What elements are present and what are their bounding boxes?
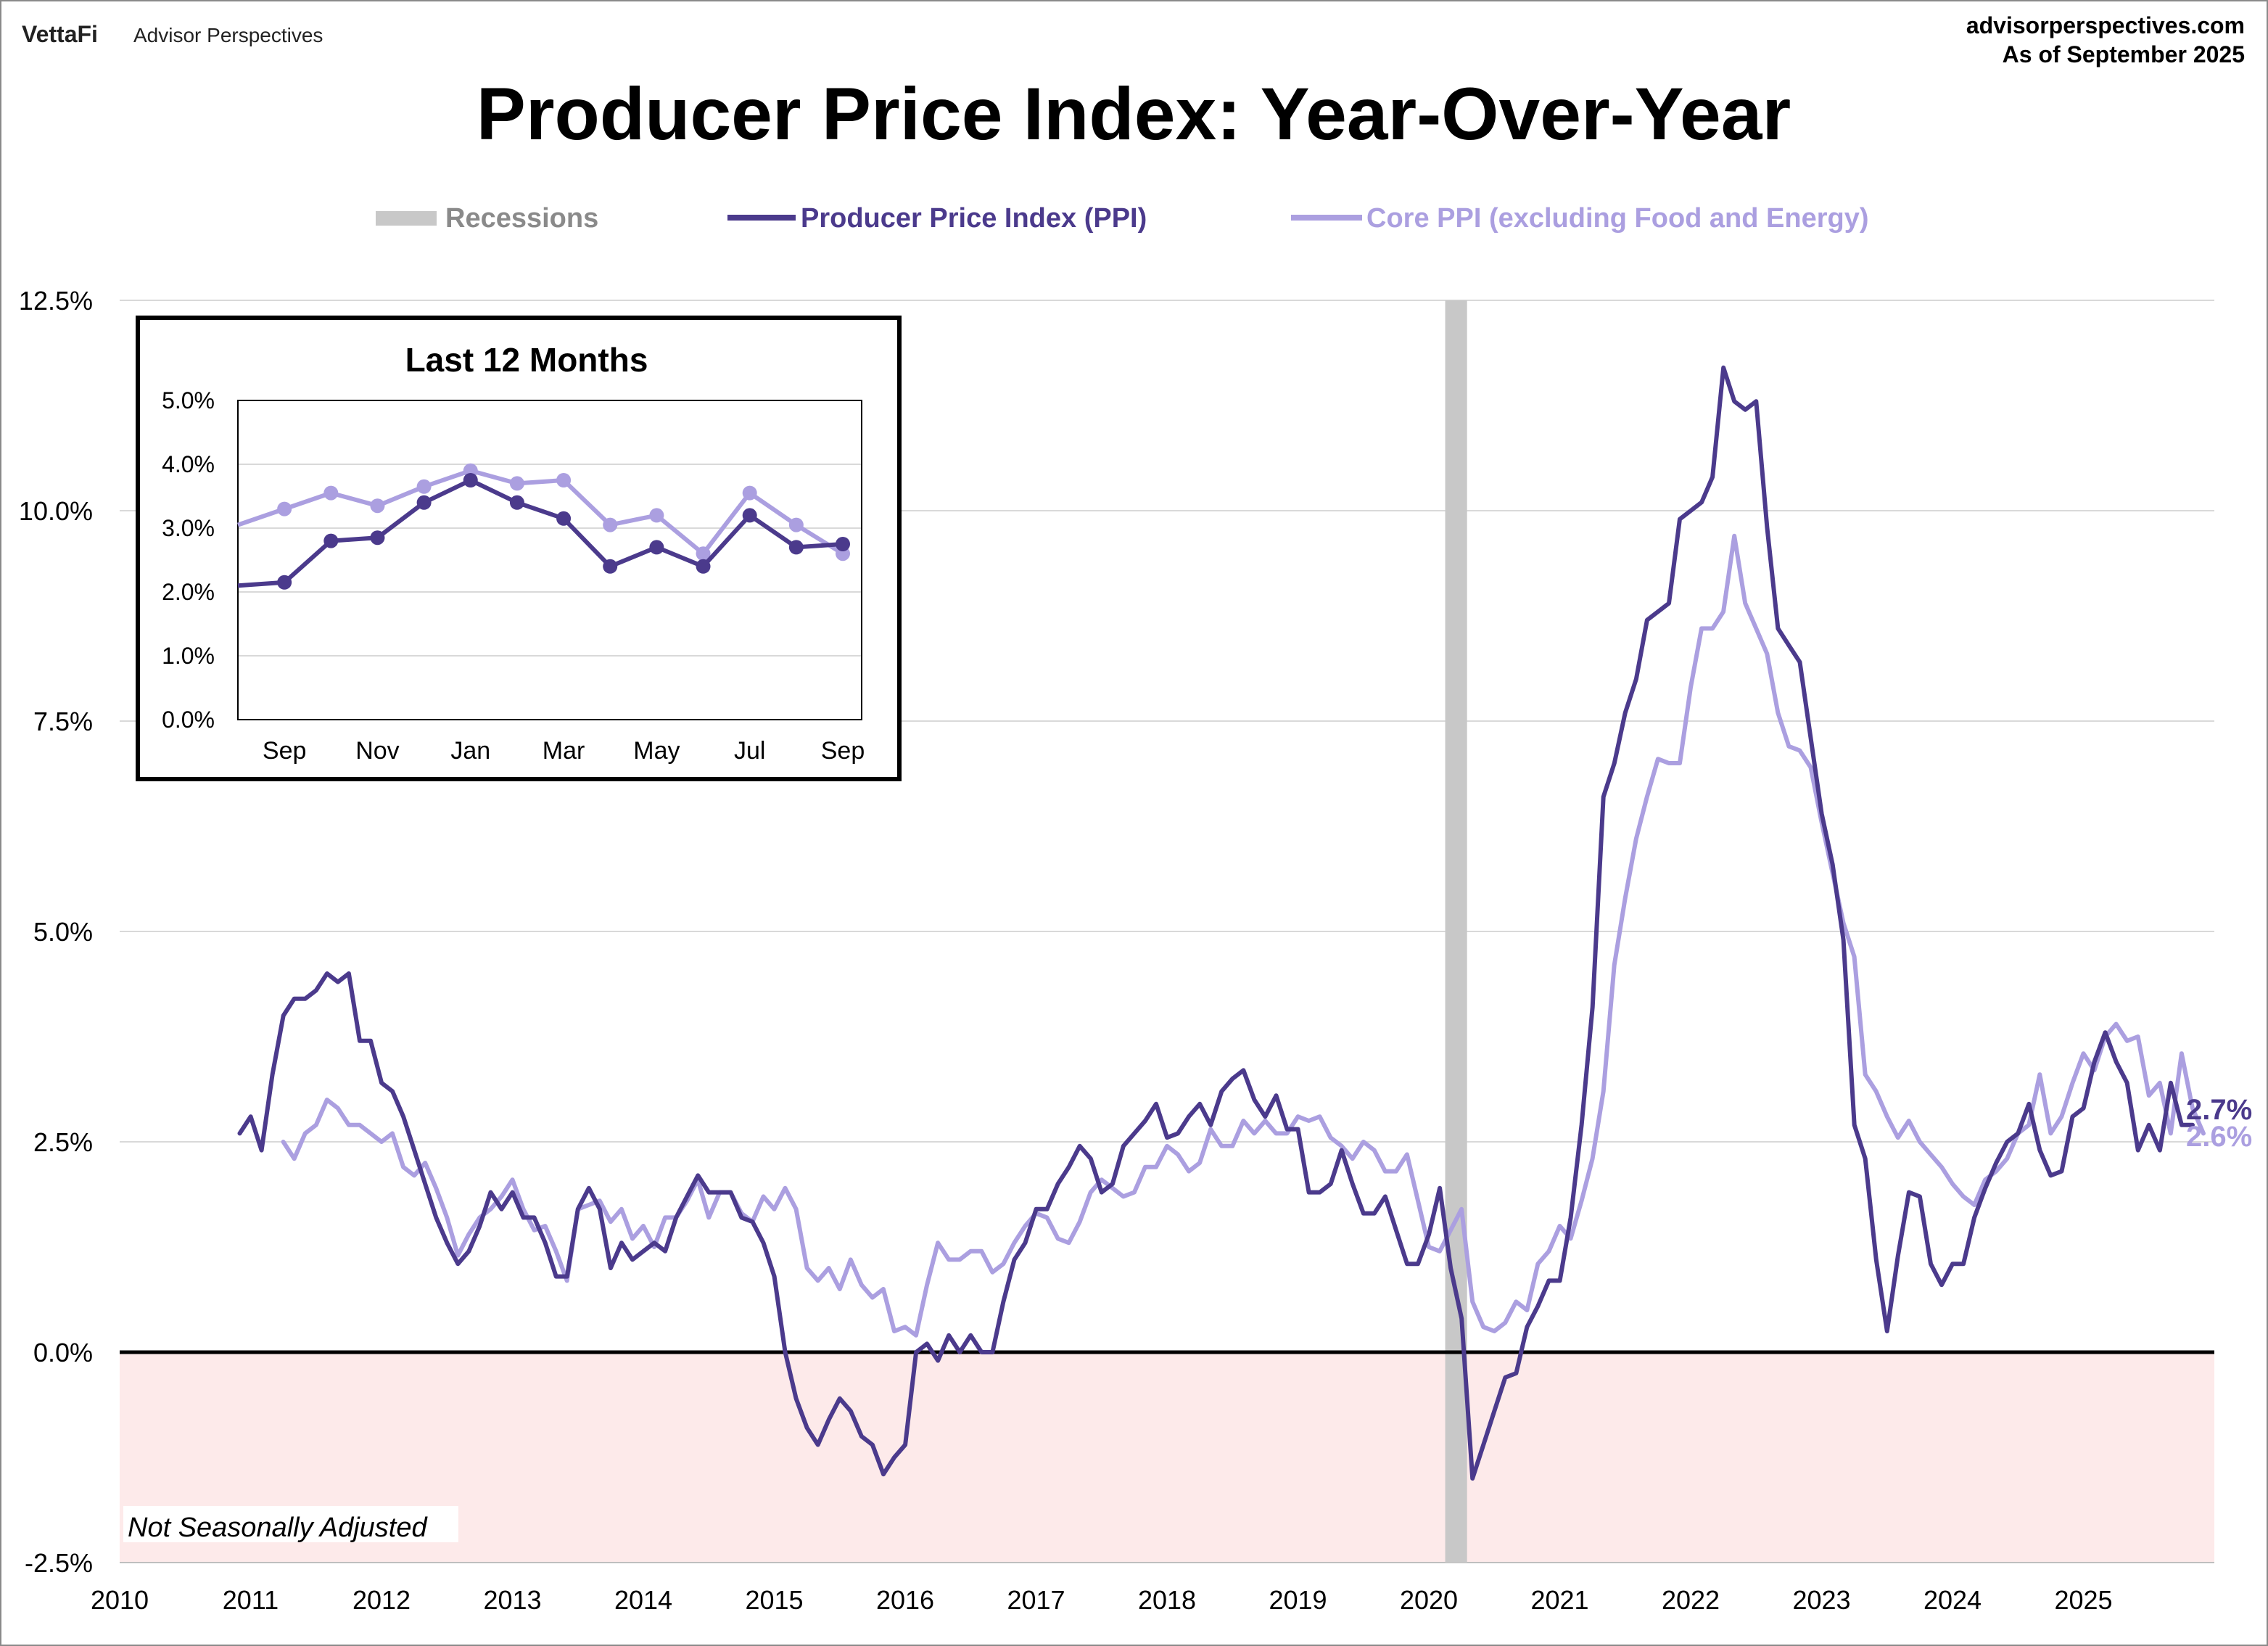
x-tick-label: 2017 (1007, 1585, 1065, 1615)
inset-y-tick-label: 4.0% (162, 451, 215, 477)
inset-point (509, 476, 524, 491)
inset-line-ppi (237, 478, 844, 588)
legend: Recessions Producer Price Index (PPI) Co… (376, 203, 1869, 234)
chart-title: Producer Price Index: Year-Over-Year (477, 73, 1791, 155)
inset-point (603, 517, 618, 532)
as-of-date: As of September 2025 (2003, 41, 2245, 67)
y-tick-label: 0.0% (33, 1338, 93, 1367)
series-line-ppi (237, 365, 2195, 1481)
y-tick-label: 7.5% (33, 707, 93, 736)
end-label-ppi: 2.7% (2186, 1094, 2252, 1126)
inset-point (696, 559, 711, 574)
inset-last-12-months: Last 12 Months 0.0%1.0%2.0%3.0%4.0%5.0% … (136, 316, 902, 781)
legend-label-recessions: Recessions (445, 203, 598, 234)
x-tick-label: 2021 (1530, 1585, 1588, 1615)
x-tick-label: 2023 (1792, 1585, 1850, 1615)
inset-point (649, 540, 664, 555)
inset-point (416, 479, 432, 494)
inset-point (277, 501, 292, 517)
y-tick-label: 10.0% (19, 496, 93, 526)
inset-x-tick-label: Sep (821, 737, 865, 765)
inset-x-tick-label: Sep (263, 737, 307, 765)
inset-point (603, 559, 618, 574)
inset-y-axis-labels: 0.0% 1.0% 2.0% 3.0% 4.0% 5.0% (162, 387, 215, 733)
x-tick-label: 2015 (745, 1585, 803, 1615)
inset-x-tick-label: May (633, 737, 680, 765)
inset-y-tick-label: 1.0% (162, 643, 215, 669)
x-tick-label: 2011 (223, 1585, 279, 1615)
brand-subtitle: Advisor Perspectives (133, 24, 323, 46)
legend-swatch-recessions (376, 211, 437, 226)
footnote-not-seasonally-adjusted: Not Seasonally Adjusted (128, 1513, 428, 1543)
y-axis-labels: -2.5% 0.0% 2.5% 5.0% 7.5% 10.0% 12.5% (19, 286, 93, 1578)
main-plot-area: -2.5% 0.0% 2.5% 5.0% 7.5% 10.0% 12.5% 2010 2011… (19, 286, 2252, 1615)
inset-point (323, 485, 339, 501)
inset-y-tick-label: 3.0% (162, 515, 215, 541)
inset-point (463, 473, 478, 487)
y-tick-label: -2.5% (25, 1548, 93, 1578)
inset-point (323, 533, 339, 548)
inset-x-tick-label: Jul (734, 737, 765, 765)
x-tick-label: 2014 (614, 1585, 672, 1615)
inset-point (742, 508, 757, 523)
x-tick-label: 2018 (1138, 1585, 1196, 1615)
end-label-core: 2.6% (2186, 1121, 2252, 1153)
inset-title: Last 12 Months (405, 341, 648, 379)
inset-gridlines (238, 464, 862, 657)
inset-point (836, 537, 850, 551)
brand-logo: VettaFi (22, 21, 98, 47)
inset-y-tick-label: 2.0% (162, 579, 215, 605)
inset-x-tick-label: Nov (355, 737, 399, 765)
y-tick-label: 12.5% (19, 286, 93, 316)
inset-plot-frame (237, 400, 862, 720)
inset-point (788, 517, 804, 532)
x-tick-label: 2013 (483, 1585, 541, 1615)
x-tick-label: 2010 (91, 1585, 149, 1615)
legend-label-core: Core PPI (excluding Food and Energy) (1366, 203, 1869, 234)
inset-point (416, 495, 432, 510)
inset-point (696, 546, 711, 561)
inset-point (509, 495, 524, 510)
series-line-core (281, 533, 2206, 1338)
y-tick-label: 2.5% (33, 1127, 93, 1157)
site-url: advisorperspectives.com (1966, 12, 2245, 38)
x-tick-label: 2016 (876, 1585, 934, 1615)
x-tick-label: 2019 (1269, 1585, 1327, 1615)
inset-y-tick-label: 0.0% (162, 707, 215, 733)
negative-zone (120, 1352, 2214, 1563)
x-axis-labels: 2010 2011 2012 2013 2014 2015 2016 2017 2018 2019… (91, 1585, 2113, 1615)
inset-box (136, 316, 902, 781)
series-lines (237, 365, 2206, 1481)
inset-x-tick-label: Jan (450, 737, 490, 765)
inset-x-tick-label: Mar (543, 737, 585, 765)
inset-point (788, 540, 804, 555)
x-tick-label: 2025 (2054, 1585, 2112, 1615)
inset-series-lines (237, 463, 850, 590)
inset-point (277, 575, 292, 590)
y-tick-label: 5.0% (33, 917, 93, 947)
x-tick-label: 2020 (1400, 1585, 1458, 1615)
inset-point (649, 508, 664, 523)
inset-point (742, 485, 757, 501)
inset-point (556, 473, 572, 487)
x-tick-label: 2012 (352, 1585, 411, 1615)
inset-y-tick-label: 5.0% (162, 387, 215, 413)
x-tick-label: 2022 (1662, 1585, 1720, 1615)
legend-label-ppi: Producer Price Index (PPI) (801, 203, 1147, 234)
inset-point (370, 498, 385, 514)
inset-point (370, 530, 385, 546)
footnote-background (123, 1506, 458, 1542)
inset-x-axis-labels: Sep Nov Jan Mar May Jul Sep (263, 737, 865, 765)
inset-line-core (237, 468, 844, 556)
inset-point (556, 511, 572, 526)
x-tick-label: 2024 (1923, 1585, 1982, 1615)
